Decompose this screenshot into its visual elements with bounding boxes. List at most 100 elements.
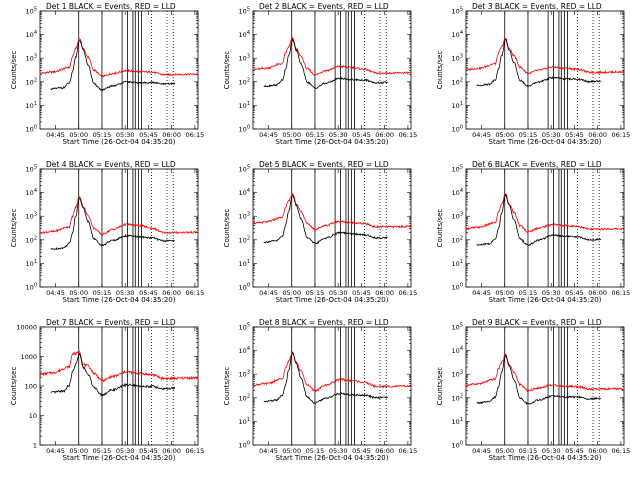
panel-title: Det 6 BLACK = Events, RED = LLD: [472, 160, 602, 169]
y-tick-label: 104: [26, 30, 37, 39]
y-tick-exponent: 1: [34, 101, 37, 107]
y-tick-exponent: 2: [247, 77, 250, 83]
y-tick-exponent: 4: [34, 188, 37, 194]
series-events-black: [263, 38, 389, 89]
x-tick-label: 05:45: [139, 131, 158, 139]
x-tick-label: 05:15: [93, 289, 112, 297]
y-tick-exponent: 2: [460, 235, 463, 241]
x-tick-label: 05:15: [306, 131, 325, 139]
plot-frame: [252, 10, 412, 130]
x-tick-label: 06:00: [375, 131, 394, 139]
series-lld-red: [252, 192, 412, 231]
y-tick-exponent: 3: [460, 54, 463, 60]
x-tick-label: 05:15: [519, 289, 538, 297]
detector-panel: Det 2 BLACK = Events, RED = LLD100101102…: [223, 2, 417, 146]
detector-panel: Det 3 BLACK = Events, RED = LLD100101102…: [436, 2, 630, 146]
y-tick-label: 100: [452, 441, 463, 450]
x-tick-label: 05:00: [282, 289, 301, 297]
y-tick-label: 102: [239, 393, 250, 402]
x-tick-label: 05:00: [282, 447, 301, 455]
y-tick-label: 104: [239, 346, 250, 355]
x-axis-label: Start Time (26-Oct-04 04:35:20): [276, 296, 389, 304]
x-tick-label: 05:15: [93, 131, 112, 139]
x-tick-label: 05:00: [69, 131, 88, 139]
y-tick-label: 101: [452, 101, 463, 110]
y-tick-exponent: 0: [460, 283, 463, 289]
y-tick-exponent: 5: [460, 7, 463, 13]
series-lld-red: [40, 349, 199, 383]
x-tick-label: 05:30: [542, 289, 561, 297]
plot-frame: [39, 326, 199, 446]
y-tick-label: 101: [26, 101, 37, 110]
x-axis-label: Start Time (26-Oct-04 04:35:20): [63, 296, 176, 304]
y-tick-label: 105: [26, 165, 37, 174]
x-tick-label: 05:00: [282, 131, 301, 139]
y-axis-label: Counts/sec: [10, 51, 18, 90]
y-tick-label: 100: [452, 283, 463, 292]
y-tick-exponent: 3: [34, 212, 37, 218]
x-tick-label: 05:45: [139, 447, 158, 455]
x-tick-label: 04:45: [259, 131, 278, 139]
y-tick-label: 102: [26, 235, 37, 244]
y-tick-exponent: 2: [247, 235, 250, 241]
x-tick-label: 04:45: [46, 447, 65, 455]
x-axis-label: Start Time (26-Oct-04 04:35:20): [489, 138, 602, 146]
y-tick-label: 100: [239, 441, 250, 450]
x-tick-label: 06:15: [399, 131, 418, 139]
x-tick-label: 06:15: [612, 447, 631, 455]
plot-frame: [465, 326, 625, 446]
detector-panel: Det 6 BLACK = Events, RED = LLD100101102…: [436, 160, 630, 304]
y-tick-label: 102: [26, 77, 37, 86]
y-tick-label: 105: [26, 7, 37, 16]
x-tick-label: 06:00: [162, 131, 181, 139]
series-lld-red: [465, 193, 625, 233]
y-tick-label: 105: [239, 165, 250, 174]
y-axis-label: Counts/sec: [223, 209, 231, 248]
x-tick-label: 04:45: [46, 131, 65, 139]
y-tick-exponent: 4: [247, 188, 250, 194]
y-tick-label: 104: [239, 188, 250, 197]
y-tick-label: 105: [452, 7, 463, 16]
y-tick-exponent: 0: [460, 441, 463, 447]
x-tick-label: 06:15: [612, 131, 631, 139]
x-tick-label: 05:30: [116, 289, 135, 297]
x-tick-label: 05:00: [69, 289, 88, 297]
y-axis-label: Counts/sec: [10, 209, 18, 248]
y-tick-label: 101: [26, 259, 37, 268]
y-tick-exponent: 0: [247, 125, 250, 131]
y-tick-label: 103: [239, 212, 250, 221]
detector-panel: Det 4 BLACK = Events, RED = LLD100101102…: [10, 160, 204, 304]
x-axis-label: Start Time (26-Oct-04 04:35:20): [276, 454, 389, 462]
x-axis-label: Start Time (26-Oct-04 04:35:20): [489, 454, 602, 462]
y-tick-exponent: 4: [247, 346, 250, 352]
panel-title: Det 7 BLACK = Events, RED = LLD: [46, 318, 176, 327]
y-tick-label: 103: [452, 54, 463, 63]
x-tick-label: 05:45: [565, 289, 584, 297]
x-tick-label: 06:15: [186, 131, 205, 139]
y-tick-label: 1: [33, 442, 37, 450]
y-tick-exponent: 2: [247, 393, 250, 399]
y-tick-exponent: 2: [460, 77, 463, 83]
y-tick-exponent: 1: [460, 417, 463, 423]
series-events-black: [50, 40, 176, 92]
detector-panel: Det 1 BLACK = Events, RED = LLD100101102…: [10, 2, 204, 146]
y-tick-label: 102: [452, 393, 463, 402]
y-tick-label: 103: [452, 212, 463, 221]
panel-title: Det 1 BLACK = Events, RED = LLD: [46, 2, 176, 11]
y-tick-label: 104: [452, 30, 463, 39]
x-axis-label: Start Time (26-Oct-04 04:35:20): [276, 138, 389, 146]
x-tick-label: 05:45: [139, 289, 158, 297]
y-tick-label: 102: [239, 235, 250, 244]
panel-title: Det 9 BLACK = Events, RED = LLD: [472, 318, 602, 327]
y-tick-label: 102: [452, 235, 463, 244]
x-tick-label: 05:00: [69, 447, 88, 455]
x-tick-label: 04:45: [46, 289, 65, 297]
y-tick-exponent: 0: [247, 283, 250, 289]
y-tick-exponent: 2: [34, 77, 37, 83]
series-events-black: [476, 354, 602, 406]
x-tick-label: 06:00: [162, 447, 181, 455]
series-lld-red: [39, 195, 199, 236]
series-events-black: [263, 351, 389, 404]
detector-panel: Det 5 BLACK = Events, RED = LLD100101102…: [223, 160, 417, 304]
